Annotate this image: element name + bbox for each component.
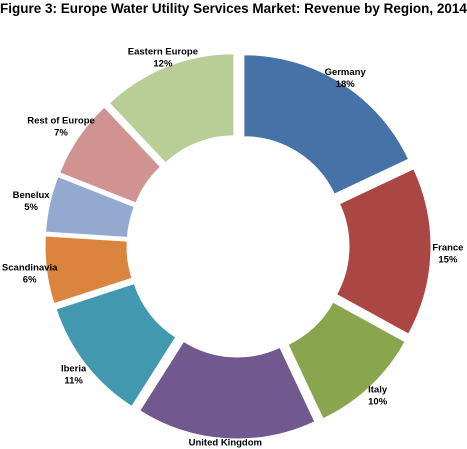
label-value-germany: 18% — [336, 79, 356, 90]
slice-italy — [287, 301, 406, 420]
label-value-italy: 10% — [368, 397, 388, 408]
slice-eastern-europe — [108, 53, 235, 164]
label-value-eastern-europe: 12% — [153, 58, 173, 69]
slice-united-kingdom — [139, 340, 316, 440]
slice-benelux — [45, 175, 135, 238]
label-name-rest-of-europe: Rest of Europe — [27, 116, 95, 127]
label-name-benelux: Benelux — [13, 190, 51, 201]
label-value-scandinavia: 6% — [23, 274, 37, 285]
slice-scandinavia — [44, 235, 133, 305]
slice-iberia — [55, 283, 177, 408]
slice-germany — [243, 54, 410, 195]
label-name-france: France — [432, 243, 463, 254]
data-label-united-kingdom: United Kingdom16% — [189, 438, 262, 449]
chart-title: Figure 3: Europe Water Utility Services … — [0, 1, 467, 16]
label-value-iberia: 11% — [64, 375, 83, 386]
label-name-iberia: Iberia — [61, 363, 87, 374]
label-value-rest-of-europe: 7% — [54, 128, 68, 139]
label-name-eastern-europe: Eastern Europe — [128, 46, 198, 57]
slice-rest-of-europe — [59, 106, 162, 204]
label-name-italy: Italy — [368, 385, 388, 396]
label-value-france: 15% — [438, 255, 458, 266]
label-value-benelux: 5% — [24, 202, 38, 213]
slice-france — [335, 168, 432, 335]
label-name-scandinavia: Scandinavia — [2, 262, 58, 273]
label-name-united-kingdom: United Kingdom — [189, 438, 262, 449]
label-name-germany: Germany — [325, 67, 367, 78]
